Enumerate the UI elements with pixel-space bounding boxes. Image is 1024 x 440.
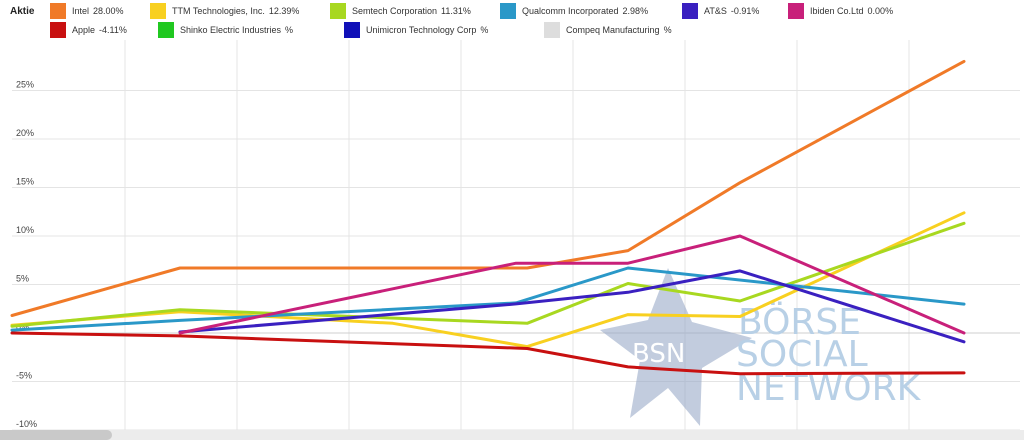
legend-item-intel[interactable]: Intel 28.00% — [50, 3, 124, 19]
legend-swatch — [158, 22, 174, 38]
legend-label: AT&S — [704, 6, 727, 16]
legend-value: % — [480, 25, 489, 35]
legend-value: 28.00% — [93, 6, 124, 16]
legend-item-shinko[interactable]: Shinko Electric Industries % — [158, 22, 293, 38]
legend-value: -4.11% — [99, 25, 127, 35]
series-line-at-s[interactable] — [178, 269, 966, 344]
legend-value: 12.39% — [268, 6, 300, 16]
y-tick-label: 25% — [16, 80, 34, 90]
line-chart: BSN BÖRSE SOCIAL NETWORK -10% -5% 0% 5% 10% 1… — [10, 40, 1020, 430]
grid — [12, 40, 1020, 430]
legend-value: 0.00% — [867, 6, 894, 16]
legend-swatch — [50, 3, 66, 19]
legend-label: Qualcomm Incorporated — [522, 6, 619, 16]
watermark-line2: SOCIAL — [736, 334, 868, 375]
legend-label: Unimicron Technology Corp — [366, 25, 477, 35]
chart-legend: Aktie Intel 28.00% TTM Technologies, Inc… — [0, 0, 1024, 40]
legend-label: Ibiden Co.Ltd — [810, 6, 864, 16]
legend-label: Semtech Corporation — [352, 6, 438, 16]
series-line-apple[interactable] — [10, 331, 966, 376]
legend-value: 11.31% — [441, 6, 471, 16]
legend-swatch — [50, 22, 66, 38]
y-tick-label: 0% — [16, 322, 29, 332]
series-line-ibiden-co-ltd[interactable] — [178, 234, 966, 335]
legend-item-ats[interactable]: AT&S -0.91% — [682, 3, 759, 19]
legend-label: TTM Technologies, Inc. — [172, 6, 265, 16]
legend-swatch — [330, 3, 346, 19]
legend-item-apple[interactable]: Apple -4.11% — [50, 22, 127, 38]
legend-item-compeq[interactable]: Compeq Manufacturing % — [544, 22, 672, 38]
legend-value: -0.91% — [730, 6, 760, 16]
legend-swatch — [544, 22, 560, 38]
legend-swatch — [500, 3, 516, 19]
y-tick-label: 10% — [16, 225, 34, 235]
watermark-badge: BSN — [632, 339, 685, 369]
y-tick-label: -10% — [16, 419, 37, 429]
legend-swatch — [788, 3, 804, 19]
legend-swatch — [150, 3, 166, 19]
legend-label: Shinko Electric Industries — [180, 25, 282, 35]
y-tick-label: 15% — [16, 177, 34, 187]
series-line-ttm-technologies-inc[interactable] — [10, 211, 966, 349]
series-line-intel[interactable] — [10, 59, 966, 317]
legend-swatch — [344, 22, 360, 38]
legend-value: % — [663, 25, 672, 35]
y-tick-label: 20% — [16, 128, 34, 138]
legend-label: Compeq Manufacturing — [566, 25, 660, 35]
horizontal-scrollbar[interactable] — [0, 430, 1024, 440]
legend-swatch — [682, 3, 698, 19]
y-tick-label: -5% — [16, 371, 32, 381]
legend-item-unimicron[interactable]: Unimicron Technology Corp % — [344, 22, 488, 38]
legend-item-qualcomm[interactable]: Qualcomm Incorporated 2.98% — [500, 3, 648, 19]
watermark: BSN BÖRSE SOCIAL NETWORK — [600, 268, 922, 426]
legend-item-ttm[interactable]: TTM Technologies, Inc. 12.39% — [150, 3, 299, 19]
y-tick-label: 5% — [16, 274, 29, 284]
legend-item-semtech[interactable]: Semtech Corporation 11.31% — [330, 3, 471, 19]
watermark-star-icon — [600, 268, 752, 426]
legend-value: 2.98% — [622, 6, 649, 16]
legend-title: Aktie — [10, 6, 35, 17]
legend-label: Intel — [72, 6, 90, 16]
series-line-semtech-corporation[interactable] — [10, 221, 966, 328]
series-lines — [10, 59, 966, 376]
legend-value: % — [285, 25, 294, 35]
y-axis-ticks: -10% -5% 0% 5% 10% 15% 20% 25% — [16, 80, 37, 430]
legend-label: Apple — [72, 25, 96, 35]
legend-item-ibiden[interactable]: Ibiden Co.Ltd 0.00% — [788, 3, 893, 19]
scrollbar-thumb[interactable] — [0, 430, 112, 440]
